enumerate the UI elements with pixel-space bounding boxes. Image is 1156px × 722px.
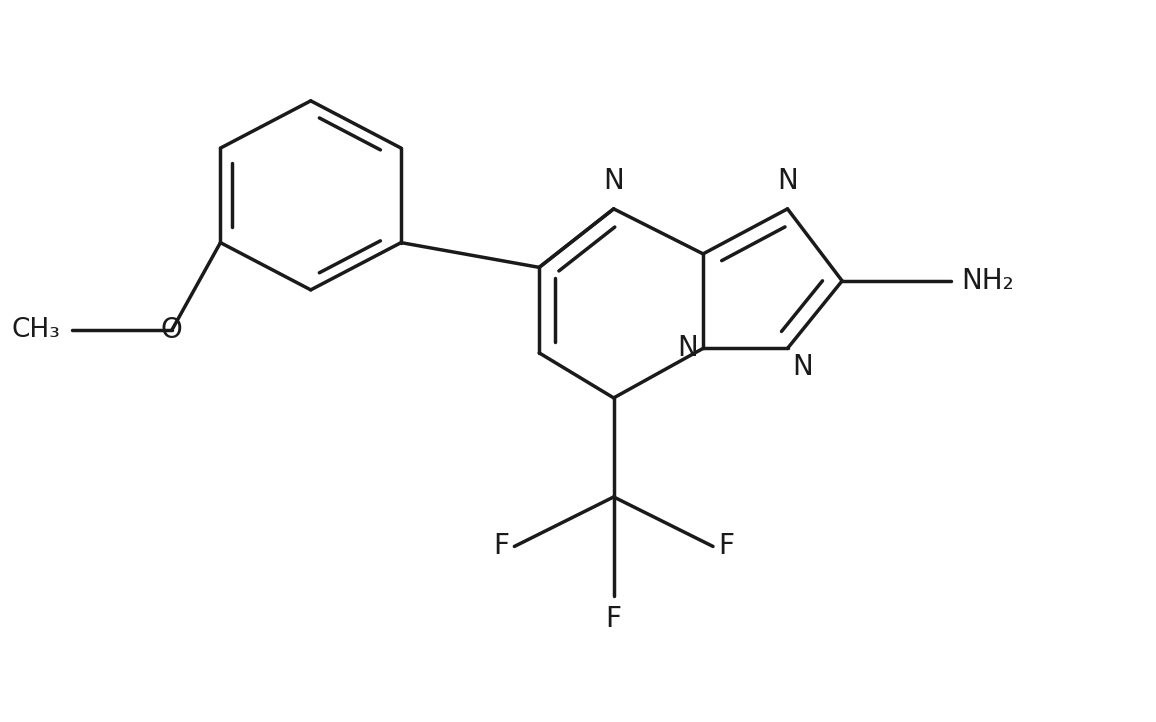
- Text: N: N: [677, 334, 698, 362]
- Text: CH₃: CH₃: [12, 318, 60, 344]
- Text: O: O: [161, 316, 183, 344]
- Text: NH₂: NH₂: [962, 267, 1014, 295]
- Text: N: N: [603, 168, 624, 196]
- Text: N: N: [777, 168, 798, 196]
- Text: N: N: [793, 353, 813, 381]
- Text: F: F: [718, 532, 734, 560]
- Text: F: F: [606, 605, 622, 633]
- Text: F: F: [494, 532, 510, 560]
